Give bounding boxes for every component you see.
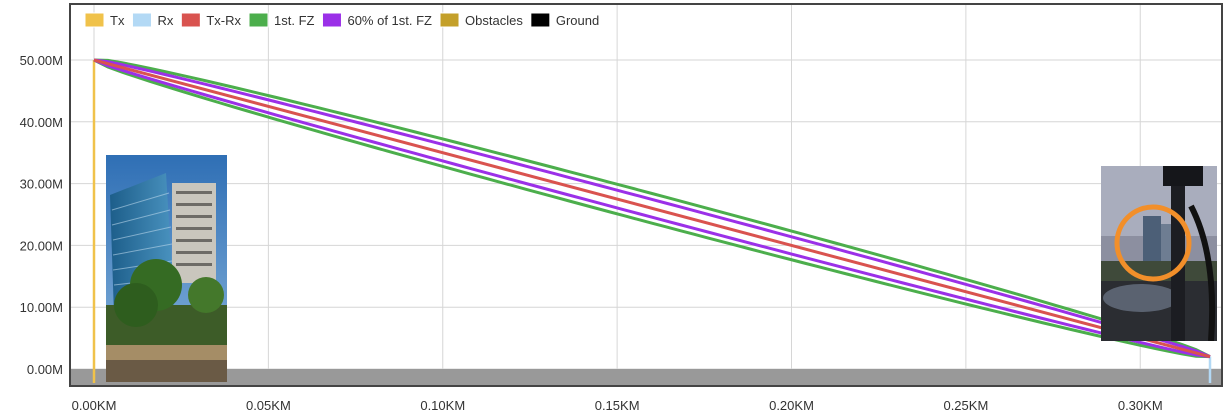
legend-label[interactable]: Tx-Rx — [206, 13, 241, 28]
legend-swatch[interactable] — [180, 12, 201, 28]
y-tick-label: 10.00M — [20, 300, 63, 315]
series-60pct-fz-lower — [93, 58, 1211, 359]
legend-swatch[interactable] — [321, 12, 342, 28]
legend-swatch[interactable] — [84, 12, 105, 28]
y-tick-label: 50.00M — [20, 53, 63, 68]
series-layer — [92, 58, 1212, 383]
tx-photo-illustration — [106, 155, 227, 382]
rx-highlight-circle — [1114, 204, 1192, 282]
legend-swatch[interactable] — [131, 12, 152, 28]
legend[interactable]: Tx Rx Tx-Rx 1st. FZ 60% of 1st. FZ Obstacles G… — [84, 12, 599, 28]
series-tx-rx — [93, 58, 1211, 359]
x-tick-label: 0.30KM — [1118, 398, 1163, 413]
legend-label[interactable]: 1st. FZ — [274, 13, 315, 28]
legend-swatch[interactable] — [530, 12, 551, 28]
x-tick-label: 0.25KM — [943, 398, 988, 413]
x-tick-label: 0.00KM — [72, 398, 117, 413]
rx-view-photo — [1101, 166, 1217, 341]
legend-label[interactable]: Obstacles — [465, 13, 523, 28]
plot-border — [69, 3, 1223, 387]
y-tick-label: 30.00M — [20, 177, 63, 192]
y-tick-labels: 0.00M 10.00M 20.00M 30.00M 40.00M 50.00M — [20, 53, 63, 377]
series-1st-fz-lower — [93, 58, 1211, 359]
x-tick-labels: 0.00KM 0.05KM 0.10KM 0.15KM 0.20KM 0.25KM 0.30… — [72, 398, 1163, 413]
legend-label[interactable]: Tx — [110, 13, 125, 28]
x-tick-label: 0.20KM — [769, 398, 814, 413]
series-1st-fz-upper — [93, 58, 1211, 358]
legend-label[interactable]: Rx — [157, 13, 173, 28]
legend-label[interactable]: Ground — [556, 13, 599, 28]
x-tick-label: 0.05KM — [246, 398, 291, 413]
rx-photo-illustration — [1101, 166, 1217, 341]
legend-swatch[interactable] — [248, 12, 269, 28]
legend-swatch[interactable] — [439, 12, 460, 28]
tx-building-photo — [106, 155, 227, 382]
y-tick-label: 20.00M — [20, 238, 63, 253]
series-60pct-fz-upper — [93, 58, 1211, 359]
x-tick-label: 0.10KM — [420, 398, 465, 413]
x-tick-label: 0.15KM — [595, 398, 640, 413]
y-tick-label: 0.00M — [27, 362, 63, 377]
ground-band — [71, 369, 1221, 385]
y-tick-label: 40.00M — [20, 115, 63, 130]
legend-label[interactable]: 60% of 1st. FZ — [347, 13, 432, 28]
